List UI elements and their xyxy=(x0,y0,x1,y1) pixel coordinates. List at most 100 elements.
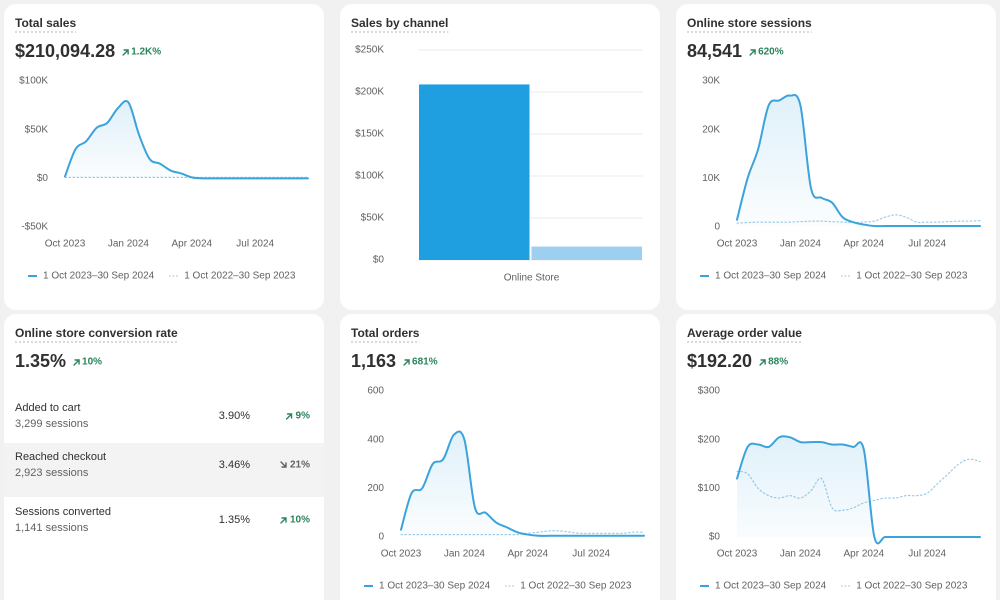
y-tick-label: $50K xyxy=(25,124,49,135)
x-tick-label: Online Store xyxy=(504,273,560,284)
y-tick-label: $200 xyxy=(698,434,721,445)
headline-change: 620% xyxy=(758,47,784,58)
y-tick-label: $100K xyxy=(19,76,48,87)
trend-arrow xyxy=(285,413,293,420)
card-title: Total orders xyxy=(351,326,420,340)
trend-arrow xyxy=(280,517,287,524)
row-label: Reached checkout xyxy=(15,451,106,463)
card-title: Online store conversion rate xyxy=(15,326,178,340)
headline-value: $210,094.28 xyxy=(15,41,115,61)
legend-label[interactable]: 1 Oct 2022–30 Sep 2023 xyxy=(184,271,296,282)
legend-label[interactable]: 1 Oct 2022–30 Sep 2023 xyxy=(856,581,968,592)
card: Sales by channel $0 $50K $100K $150K $200K $25… xyxy=(340,4,660,310)
x-tick-label: Oct 2023 xyxy=(45,239,86,250)
x-tick-label: Jan 2024 xyxy=(780,239,822,250)
row-rate: 3.46% xyxy=(219,459,250,471)
series-line xyxy=(736,435,981,545)
area-fill xyxy=(737,436,980,544)
trend-arrow xyxy=(280,461,287,468)
card-title: Sales by channel xyxy=(351,16,448,30)
headline-value: 1,163 xyxy=(351,351,396,371)
legend-label[interactable]: 1 Oct 2023–30 Sep 2024 xyxy=(379,581,491,592)
bar xyxy=(531,246,642,260)
y-tick-label: 10K xyxy=(702,173,720,184)
trend-arrow xyxy=(759,359,766,366)
series-line xyxy=(64,100,309,180)
y-tick-label: 30K xyxy=(702,76,720,87)
y-tick-label: $0 xyxy=(373,255,385,266)
legend-label[interactable]: 1 Oct 2022–30 Sep 2023 xyxy=(520,581,632,592)
trend-arrow xyxy=(122,49,129,56)
y-tick-label: 0 xyxy=(714,222,720,233)
x-tick-label: Apr 2024 xyxy=(507,549,548,560)
row-change: 10% xyxy=(290,515,310,526)
legend-label[interactable]: 1 Oct 2023–30 Sep 2024 xyxy=(715,581,827,592)
card-background xyxy=(4,4,324,310)
x-tick-label: Oct 2023 xyxy=(381,549,422,560)
legend-label[interactable]: 1 Oct 2022–30 Sep 2023 xyxy=(856,271,968,282)
area-fill xyxy=(737,94,980,228)
trend-arrow xyxy=(749,49,756,56)
x-tick-label: Jul 2024 xyxy=(236,239,274,250)
x-tick-label: Oct 2023 xyxy=(717,239,758,250)
x-tick-label: Oct 2023 xyxy=(717,549,758,560)
area-fill xyxy=(401,431,644,537)
y-tick-label: $200K xyxy=(355,87,384,98)
y-tick-label: $50K xyxy=(361,213,385,224)
x-tick-label: Apr 2024 xyxy=(843,549,884,560)
row-sessions: 1,141 sessions xyxy=(15,522,89,534)
y-tick-label: 20K xyxy=(702,124,720,135)
card-title: Average order value xyxy=(687,326,802,340)
row-sessions: 2,923 sessions xyxy=(15,467,89,479)
y-tick-label: $0 xyxy=(37,173,49,184)
y-tick-label: $300 xyxy=(698,386,721,397)
y-tick-label: $0 xyxy=(709,532,721,543)
trend-arrow xyxy=(403,359,410,366)
row-rate: 1.35% xyxy=(219,514,250,526)
card-title: Online store sessions xyxy=(687,16,812,30)
x-tick-label: Jan 2024 xyxy=(780,549,822,560)
card: Total orders 1,163 681% 0 200 400 600 Oct 2023 J… xyxy=(340,314,660,600)
legend-label[interactable]: 1 Oct 2023–30 Sep 2024 xyxy=(43,271,155,282)
y-tick-label: 400 xyxy=(367,434,384,445)
x-tick-label: Jul 2024 xyxy=(908,239,946,250)
card: Average order value $192.20 88% $0 $100 $200 $… xyxy=(676,314,996,600)
y-tick-label: 200 xyxy=(367,483,384,494)
x-tick-label: Apr 2024 xyxy=(171,239,212,250)
card: Total sales $210,094.28 1.2K% -$50K $0 $50K $1… xyxy=(4,4,324,310)
row-change: 21% xyxy=(290,460,310,471)
card-background xyxy=(676,4,996,310)
row-rate: 3.90% xyxy=(219,410,250,422)
headline-change: 88% xyxy=(768,357,788,368)
headline-value: 1.35% xyxy=(15,351,66,371)
y-tick-label: $250K xyxy=(355,45,384,56)
series-line xyxy=(736,93,981,228)
legend-label[interactable]: 1 Oct 2023–30 Sep 2024 xyxy=(715,271,827,282)
headline-value: $192.20 xyxy=(687,351,752,371)
headline-value: 84,541 xyxy=(687,41,742,61)
x-tick-label: Jul 2024 xyxy=(572,549,610,560)
headline-change: 681% xyxy=(412,357,438,368)
headline-change: 10% xyxy=(82,357,102,368)
row-change: 9% xyxy=(296,411,311,422)
x-tick-label: Jan 2024 xyxy=(108,239,150,250)
x-tick-label: Jan 2024 xyxy=(444,549,486,560)
x-tick-label: Jul 2024 xyxy=(908,549,946,560)
card: Online store sessions 84,541 620% 0 10K 20K 30… xyxy=(676,4,996,310)
y-tick-label: -$50K xyxy=(21,222,48,233)
trend-arrow xyxy=(73,359,80,366)
headline-change: 1.2K% xyxy=(131,47,161,58)
row-highlight xyxy=(4,443,324,497)
y-tick-label: 600 xyxy=(367,386,384,397)
series-line xyxy=(400,430,645,537)
card: Online store conversion rate 1.35% 10% Adde… xyxy=(4,314,324,600)
row-label: Sessions converted xyxy=(15,506,111,518)
y-tick-label: $100 xyxy=(698,483,721,494)
card-title: Total sales xyxy=(15,16,76,30)
bar xyxy=(419,84,530,260)
row-sessions: 3,299 sessions xyxy=(15,418,89,430)
row-label: Added to cart xyxy=(15,402,80,414)
y-tick-label: $150K xyxy=(355,129,384,140)
